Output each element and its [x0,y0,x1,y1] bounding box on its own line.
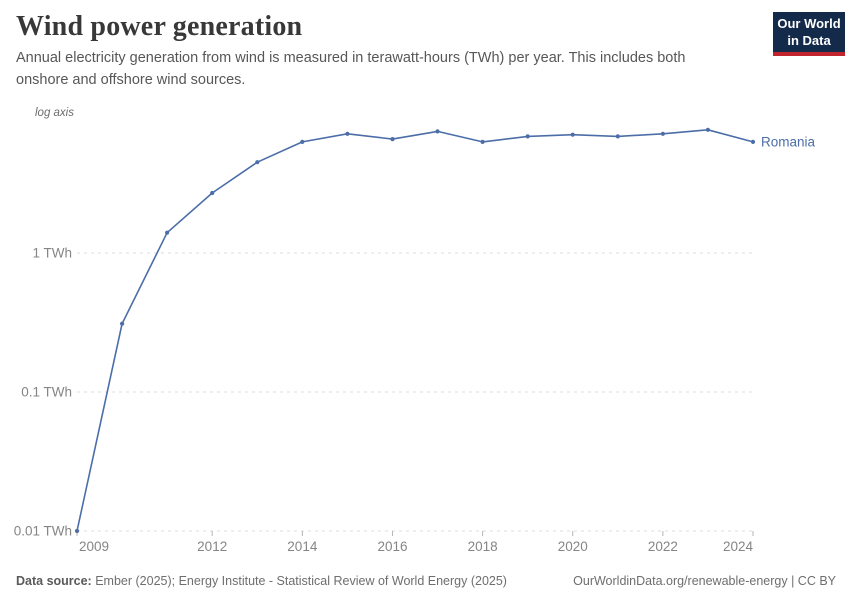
data-point[interactable] [390,137,395,142]
owid-logo-line1: Our World [777,16,841,31]
data-point[interactable] [570,132,575,137]
x-axis-tick-label: 2022 [648,539,678,554]
y-axis-tick-label: 1 TWh [32,246,72,261]
x-axis-tick-label: 2018 [468,539,498,554]
data-point[interactable] [435,129,440,134]
data-point[interactable] [705,127,711,132]
chart-footer: Data source: Ember (2025); Energy Instit… [16,574,836,588]
owid-logo[interactable]: Our World in Data [773,12,845,56]
data-source-label: Data source: [16,574,92,588]
x-axis-tick-label: 2016 [377,539,407,554]
data-point[interactable] [120,321,125,326]
data-point[interactable] [750,139,756,144]
series-line-romania[interactable] [76,129,754,532]
series-label[interactable]: Romania [761,134,816,149]
data-point[interactable] [525,134,530,139]
data-point[interactable] [165,230,170,235]
data-point[interactable] [210,190,215,196]
owid-logo-line2: in Data [787,32,831,48]
y-axis-tick-label: 0.01 TWh [14,524,72,539]
x-axis-tick-label: 2009 [79,539,109,554]
footer-credit[interactable]: OurWorldinData.org/renewable-energy | CC… [573,574,836,588]
x-axis-tick-label: 2024 [723,539,754,554]
data-source: Data source: Ember (2025); Energy Instit… [16,574,507,588]
data-point[interactable] [615,134,620,139]
data-point[interactable] [300,139,305,144]
data-source-text: Ember (2025); Energy Institute - Statist… [95,574,507,588]
data-point[interactable] [255,160,260,165]
log-axis-note: log axis [35,107,74,119]
data-point[interactable] [660,131,666,136]
y-axis-tick-label: 0.1 TWh [21,385,72,400]
data-point[interactable] [345,131,350,136]
x-axis-tick-label: 2014 [287,539,318,554]
data-point[interactable] [74,528,80,534]
data-point[interactable] [480,139,485,144]
page-title: Wind power generation [16,11,303,42]
x-axis-tick-label: 2012 [197,539,227,554]
chart-subtitle: Annual electricity generation from wind … [16,50,686,88]
x-axis-tick-label: 2020 [558,539,588,554]
